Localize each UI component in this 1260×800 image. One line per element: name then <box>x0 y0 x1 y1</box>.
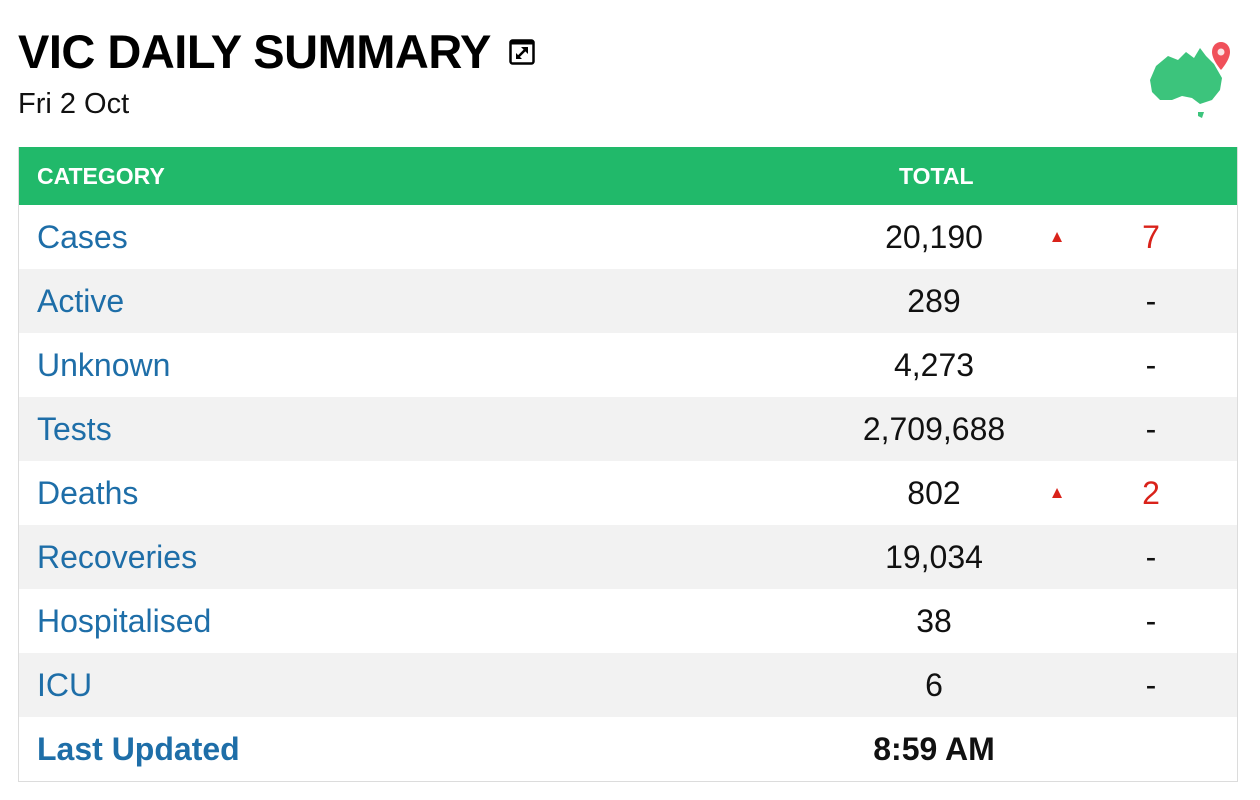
summary-table: CATEGORY TOTAL Cases 20,190 ▲ 7 Active 2… <box>18 147 1238 782</box>
total-value: 19,034 <box>885 538 983 575</box>
category-link-cases[interactable]: Cases <box>37 218 128 255</box>
last-updated-link[interactable]: Last Updated <box>37 730 240 767</box>
table-row: Hospitalised 38 - <box>19 589 1237 653</box>
change-value: - <box>1145 666 1157 703</box>
expand-icon[interactable] <box>509 39 535 65</box>
total-value: 2,709,688 <box>862 410 1006 447</box>
total-value: 802 <box>907 474 961 511</box>
report-date: Fri 2 Oct <box>18 88 130 120</box>
category-link-deaths[interactable]: Deaths <box>37 474 139 511</box>
change-value: - <box>1145 410 1157 447</box>
table-row: Cases 20,190 ▲ 7 <box>19 205 1237 269</box>
australia-map-pin-icon <box>1134 38 1234 122</box>
table-body: Cases 20,190 ▲ 7 Active 289 - Unknown 4,… <box>19 205 1237 781</box>
category-link-tests[interactable]: Tests <box>37 410 112 447</box>
summary-header: VIC DAILY SUMMARY Fri 2 Oct <box>18 24 1240 134</box>
total-value: 20,190 <box>885 218 983 255</box>
column-header-total: TOTAL <box>899 162 974 189</box>
increase-arrow-icon: ▲ <box>1048 227 1066 246</box>
table-row: Unknown 4,273 - <box>19 333 1237 397</box>
category-link-recoveries[interactable]: Recoveries <box>37 538 198 575</box>
change-value: - <box>1145 602 1157 639</box>
total-value: 38 <box>916 602 952 639</box>
category-link-active[interactable]: Active <box>37 282 125 319</box>
table-row: Active 289 - <box>19 269 1237 333</box>
category-link-unknown[interactable]: Unknown <box>37 346 171 383</box>
table-row: Tests 2,709,688 - <box>19 397 1237 461</box>
last-updated-time: 8:59 AM <box>873 730 995 767</box>
change-value: 2 <box>1142 474 1160 511</box>
increase-arrow-icon: ▲ <box>1048 483 1066 502</box>
table-row: Deaths 802 ▲ 2 <box>19 461 1237 525</box>
change-value: - <box>1145 538 1157 575</box>
category-link-hospitalised[interactable]: Hospitalised <box>37 602 212 639</box>
last-updated-row: Last Updated 8:59 AM <box>19 717 1237 781</box>
change-value: - <box>1145 346 1157 383</box>
title-row: VIC DAILY SUMMARY <box>18 24 1240 80</box>
category-link-icu[interactable]: ICU <box>37 666 93 703</box>
table-header: CATEGORY TOTAL <box>19 147 1237 205</box>
change-value: 7 <box>1142 218 1160 255</box>
table-row: Recoveries 19,034 - <box>19 525 1237 589</box>
total-value: 6 <box>925 666 943 703</box>
total-value: 4,273 <box>893 346 975 383</box>
table-row: ICU 6 - <box>19 653 1237 717</box>
change-value: - <box>1145 282 1157 319</box>
page-title: VIC DAILY SUMMARY <box>18 25 491 78</box>
column-header-category: CATEGORY <box>37 162 165 189</box>
total-value: 289 <box>907 282 961 319</box>
